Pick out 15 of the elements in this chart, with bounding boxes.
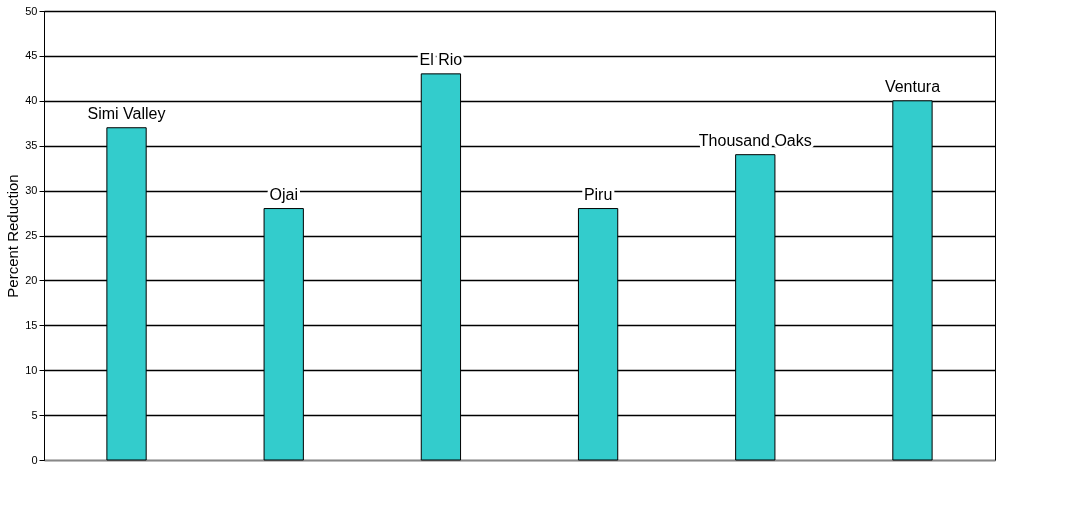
x-tick-label: Simi Valley [87, 104, 166, 122]
y-tick-label: 30 [25, 184, 38, 197]
y-axis-title: Percent Reduction [4, 174, 22, 298]
y-tick-label: 10 [25, 363, 38, 376]
y-tick-label: 25 [25, 229, 38, 241]
y-tick-label: 50 [25, 4, 38, 17]
y-tick-label: 20 [25, 273, 38, 286]
y-tick-label: 5 [31, 408, 38, 421]
x-tick-label: Thousand Oaks [698, 131, 812, 149]
y-tick-label: 15 [25, 318, 38, 331]
x-tick-label: Ventura [884, 77, 941, 95]
y-tick-label: 45 [25, 49, 38, 62]
y-tick-label: 35 [25, 139, 38, 152]
y-tick-label: 0 [31, 453, 38, 466]
y-tick-label: 40 [25, 94, 38, 107]
